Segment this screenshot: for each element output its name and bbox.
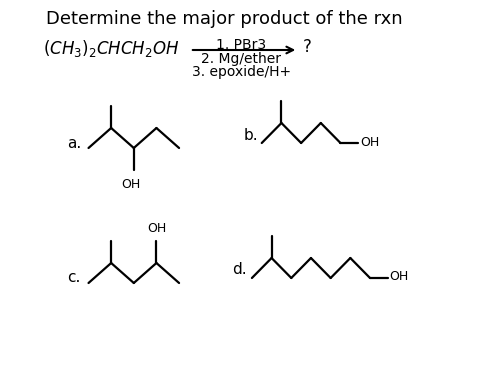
Text: 2. Mg/ether: 2. Mg/ether	[201, 52, 281, 66]
Text: 3. epoxide/H+: 3. epoxide/H+	[191, 65, 291, 79]
Text: OH: OH	[360, 135, 379, 149]
Text: OH: OH	[121, 178, 140, 191]
Text: c.: c.	[67, 270, 80, 286]
Text: 1. PBr3: 1. PBr3	[216, 38, 266, 52]
Text: OH: OH	[147, 222, 166, 235]
Text: Determine the major product of the rxn: Determine the major product of the rxn	[46, 10, 403, 28]
Text: $(CH_3)_2CHCH_2OH$: $(CH_3)_2CHCH_2OH$	[43, 38, 180, 59]
Text: OH: OH	[390, 270, 409, 284]
Text: ?: ?	[303, 38, 312, 56]
Text: b.: b.	[244, 128, 258, 144]
Text: a.: a.	[67, 135, 81, 151]
Text: d.: d.	[232, 263, 247, 277]
